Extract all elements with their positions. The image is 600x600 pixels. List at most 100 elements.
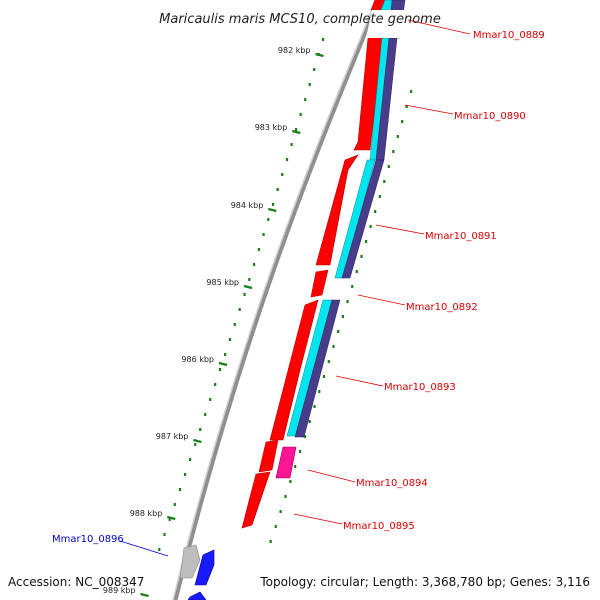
bottom-features (179, 544, 215, 600)
tick-dot (365, 240, 368, 243)
tick-dot (163, 533, 166, 536)
inner-tick-ring (158, 38, 325, 551)
topology-text: Topology: circular; Length: 3,368,780 bp… (259, 575, 590, 589)
tick-dot (238, 308, 241, 311)
blast-hit (187, 591, 207, 600)
kbp-tick-mark (167, 515, 176, 521)
tick-dot (274, 525, 277, 528)
cds-feature (241, 471, 271, 529)
kbp-tick-mark (243, 284, 253, 290)
cds-feature (310, 269, 329, 298)
cds-feature (269, 299, 319, 441)
gene-label-Mmar10_0896[interactable]: Mmar10_0896 (52, 534, 124, 545)
cds-reverse-feature (275, 446, 297, 479)
tick-dot (204, 413, 207, 416)
gene-labels: Mmar10_0889 Mmar10_0890 Mmar10_0891 Mmar… (52, 19, 545, 557)
tick-dot (392, 150, 395, 153)
tick-dot (290, 143, 293, 146)
kbp-tick-mark (140, 592, 149, 598)
tick-dot (214, 383, 217, 386)
tick-dot (253, 263, 256, 266)
accession-text: Accession: NC_008347 (8, 575, 144, 589)
tick-dot (318, 390, 321, 393)
kbp-tick-label: 989 kbp (103, 586, 136, 595)
tick-dot (299, 113, 302, 116)
tick-dot (374, 210, 377, 213)
kbp-ticks: 982 kbp 983 kbp 984 kbp 985 kbp 986 kbp 987 k… (103, 46, 324, 598)
tick-dot (369, 225, 372, 228)
gene-label-Mmar10_0894[interactable]: Mmar10_0894 (356, 478, 428, 489)
grey-feature (179, 544, 201, 579)
tick-dot (322, 375, 326, 378)
gene-label-Mmar10_0895[interactable]: Mmar10_0895 (343, 521, 415, 532)
kbp-tick-mark (218, 361, 228, 367)
kbp-tick-label: 983 kbp (255, 123, 288, 132)
genome-backbone (172, 0, 381, 600)
tick-dot (313, 68, 316, 71)
kbp-tick-label: 985 kbp (206, 278, 239, 287)
kbp-tick-mark (292, 129, 301, 135)
tick-dot (304, 98, 307, 101)
tick-dot (284, 495, 287, 498)
tick-dot (401, 120, 404, 123)
cds-forward-track (241, 0, 391, 529)
gene-gaps (366, 10, 410, 38)
tick-dot (410, 90, 413, 93)
tick-dot (224, 353, 227, 356)
tick-dot (168, 518, 171, 521)
gene-label-Mmar10_0889[interactable]: Mmar10_0889 (473, 30, 545, 41)
gene-label-Mmar10_0893[interactable]: Mmar10_0893 (384, 382, 456, 393)
kbp-tick-label: 982 kbp (278, 46, 311, 55)
tick-dot (269, 540, 272, 543)
kbp-tick-label: 984 kbp (231, 201, 264, 210)
tick-dot (303, 435, 306, 438)
tick-dot (173, 503, 176, 506)
outer-tick-ring (269, 90, 413, 543)
tick-dot (322, 38, 325, 41)
tick-dot (178, 488, 181, 491)
tick-dot (228, 338, 232, 341)
gene-label-Mmar10_0890[interactable]: Mmar10_0890 (454, 111, 526, 122)
tick-dot (189, 458, 192, 461)
tick-dot (267, 218, 270, 221)
gene-label-Mmar10_0891[interactable]: Mmar10_0891 (425, 231, 497, 242)
kbp-tick-label: 988 kbp (130, 509, 163, 518)
tick-dot (332, 345, 335, 348)
tick-dot (294, 465, 297, 468)
tick-dot (378, 195, 381, 198)
tick-dot (308, 83, 311, 86)
tick-dot (299, 450, 302, 453)
tick-dot (262, 233, 265, 236)
tick-dot (327, 360, 330, 363)
gc-feature (341, 159, 385, 279)
tick-dot (219, 368, 222, 371)
tick-dot (289, 480, 292, 483)
tick-dot (355, 270, 358, 273)
tick-dot (351, 285, 354, 288)
tick-dot (337, 330, 340, 333)
genome-backbone-highlight (172, 0, 377, 600)
tick-dot (405, 105, 408, 108)
tick-dot (360, 255, 363, 258)
gene-label-Mmar10_0892[interactable]: Mmar10_0892 (406, 302, 478, 313)
tick-dot (396, 135, 399, 138)
kbp-tick-mark (315, 52, 324, 58)
tick-dot (243, 293, 246, 296)
tick-dot (346, 300, 349, 303)
cds-feature (258, 439, 279, 473)
cds-feature (315, 154, 359, 266)
tick-dot (209, 398, 212, 401)
tick-dot (313, 405, 316, 408)
tick-dot (233, 323, 236, 326)
tick-dot (271, 203, 275, 206)
tick-dot (295, 128, 298, 131)
kbp-tick-mark (268, 207, 277, 213)
kbp-tick-mark (193, 438, 202, 444)
tick-dot (158, 548, 161, 551)
tick-dot (281, 173, 284, 176)
tick-dot (248, 278, 251, 281)
tick-dot (285, 158, 289, 161)
tick-dot (341, 315, 344, 318)
blast-hit (194, 549, 215, 586)
tick-dot (387, 165, 390, 168)
